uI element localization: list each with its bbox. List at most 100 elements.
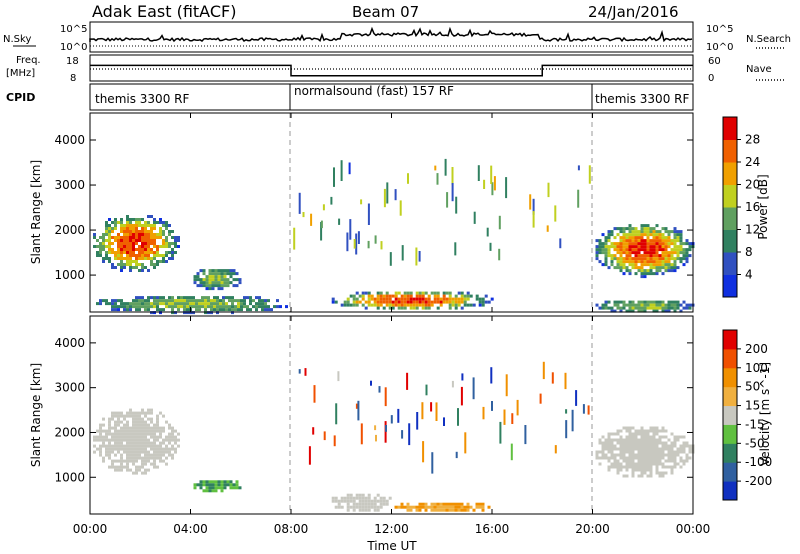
echo-cell	[147, 305, 150, 309]
echo-cell	[394, 505, 398, 509]
echo-cell	[162, 245, 165, 248]
echo-cell	[631, 447, 635, 451]
echo-cell	[93, 236, 96, 239]
echo-cell	[222, 296, 225, 300]
echo-cell	[120, 242, 123, 245]
echo-cell	[661, 429, 665, 433]
echo-cell	[400, 306, 404, 310]
echo-cell	[664, 245, 668, 249]
echo-cell	[655, 447, 659, 451]
echo-cell	[147, 269, 150, 272]
echo-cell	[132, 245, 135, 248]
echo-cell	[601, 251, 605, 255]
echo-cell	[105, 254, 108, 257]
echo-cell	[204, 296, 207, 300]
echo-cell	[126, 302, 129, 306]
echo-cell	[138, 465, 141, 469]
echo-cell	[96, 302, 99, 306]
echo-cell	[99, 299, 102, 303]
echo-cell	[634, 236, 638, 240]
echo-cell	[619, 260, 623, 264]
echo-cell	[126, 239, 129, 242]
echo-cell	[670, 441, 674, 445]
echo-cell	[364, 291, 368, 295]
echo-cell	[114, 438, 117, 442]
echo-cell	[129, 414, 132, 418]
echo-cell	[418, 297, 422, 301]
echo-cell	[664, 242, 668, 246]
echo-cell	[138, 423, 141, 427]
echo-cell	[640, 474, 644, 478]
echo-cell	[406, 291, 410, 295]
echo-cell	[156, 236, 159, 239]
echo-cell	[138, 414, 141, 418]
echo-cell	[433, 300, 437, 304]
echo-cell	[153, 302, 156, 306]
velocity-data	[93, 361, 695, 512]
echo-cell	[159, 254, 162, 257]
echo-cell	[472, 508, 476, 512]
echo-cell	[634, 468, 638, 472]
echo-cell	[634, 233, 638, 237]
echo-cell	[147, 302, 150, 306]
echo-cell	[631, 459, 635, 463]
echo-cell	[361, 291, 365, 295]
echo-cell	[192, 305, 195, 309]
echo-cell	[129, 227, 132, 230]
echo-cell	[156, 465, 159, 469]
echo-cell	[670, 471, 674, 475]
echo-cell	[460, 386, 463, 406]
echo-cell	[646, 251, 650, 255]
echo-cell	[619, 441, 623, 445]
echo-cell	[613, 254, 617, 258]
echo-cell	[673, 257, 677, 261]
echo-cell	[445, 505, 449, 509]
echo-cell	[232, 272, 236, 276]
echo-cell	[135, 302, 138, 306]
echo-cell	[616, 462, 620, 466]
echo-cell	[214, 272, 218, 276]
echo-cell	[225, 305, 228, 309]
echo-cell	[258, 299, 261, 303]
echo-cell	[628, 426, 632, 430]
echo-cell	[622, 239, 626, 243]
echo-cell	[198, 302, 201, 306]
echo-cell	[598, 239, 602, 243]
echo-cell	[361, 508, 365, 512]
echo-cell	[162, 302, 165, 306]
echo-cell	[298, 369, 301, 374]
echo-cell	[205, 483, 209, 487]
echo-cell	[135, 414, 138, 418]
echo-cell	[349, 493, 353, 497]
echo-cell	[379, 496, 383, 500]
echo-cell	[652, 453, 656, 457]
echo-cell	[649, 459, 653, 463]
echo-cell	[168, 233, 171, 236]
echo-cell	[652, 459, 656, 463]
echo-cell	[123, 423, 126, 427]
echo-cell	[421, 502, 425, 506]
echo-cell	[162, 453, 165, 457]
echo-cell	[273, 305, 276, 309]
echo-cell	[610, 444, 614, 448]
echo-cell	[171, 456, 174, 460]
echo-cell	[202, 269, 206, 273]
echo-cell	[640, 453, 644, 457]
echo-cell	[595, 450, 599, 454]
echo-cell	[664, 230, 668, 234]
echo-cell	[105, 233, 108, 236]
echo-cell	[613, 456, 617, 460]
echo-cell	[310, 213, 313, 226]
echo-cell	[174, 450, 177, 454]
echo-cell	[658, 441, 662, 445]
echo-cell	[141, 411, 144, 415]
echo-cell	[667, 245, 671, 249]
echo-cell	[195, 308, 198, 312]
echo-cell	[607, 450, 611, 454]
echo-cell	[610, 453, 614, 457]
echo-cell	[225, 302, 228, 306]
echo-cell	[607, 233, 611, 237]
echo-cell	[117, 438, 120, 442]
nsky-right-ytick-top: 10^5	[706, 24, 733, 35]
echo-cell	[225, 308, 228, 312]
